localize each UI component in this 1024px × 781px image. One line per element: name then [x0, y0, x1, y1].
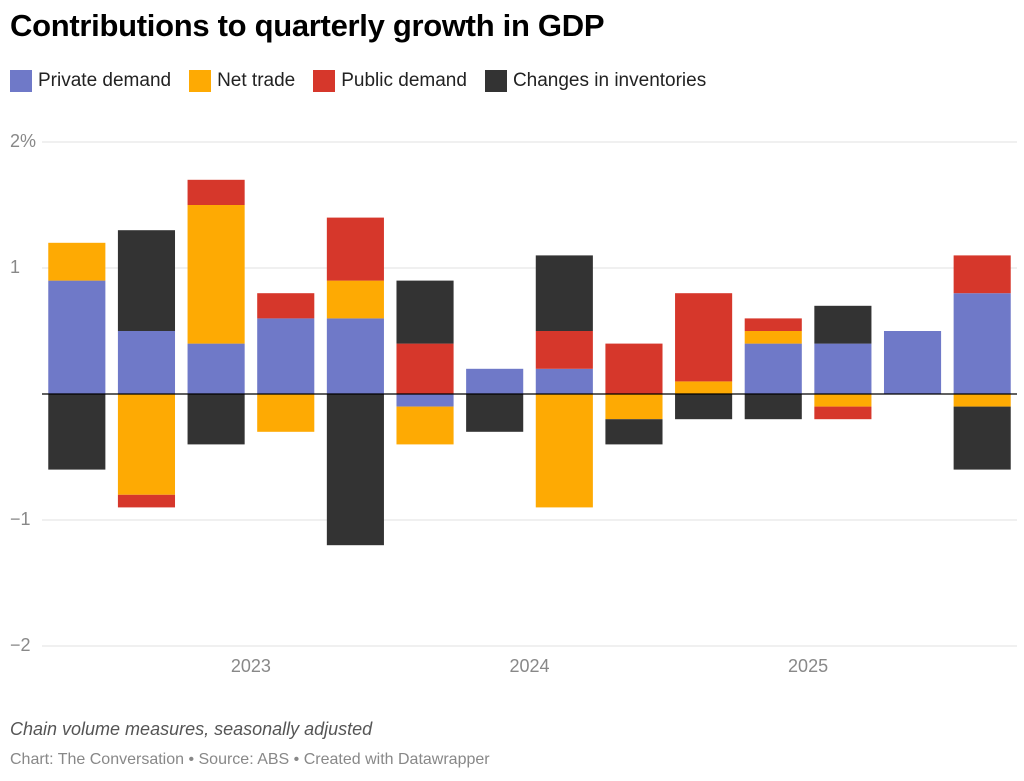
bar-segment: [257, 293, 315, 319]
bar-segment: [187, 343, 245, 394]
bar-segment: [675, 381, 733, 394]
bar-segment: [675, 394, 733, 420]
bar-segment: [466, 394, 524, 432]
bar-segment: [953, 293, 1011, 394]
bar-segment: [48, 394, 106, 470]
chart-source: Chart: The Conversation • Source: ABS • …: [10, 751, 490, 768]
bar-segment: [187, 205, 245, 344]
bar-segment: [187, 394, 245, 445]
legend-swatch: [189, 70, 212, 92]
bar-segment: [326, 318, 384, 394]
x-tick-label: 2025: [788, 656, 828, 676]
legend-item: Changes in inventories: [484, 70, 707, 92]
bar-segment: [814, 394, 872, 407]
legend-label: Net trade: [217, 70, 296, 91]
bar-segment: [535, 331, 593, 369]
bar-segment: [605, 343, 663, 394]
bar-segment: [535, 368, 593, 394]
chart: 2% 1 −1 −2 2023 2024 2025: [10, 131, 1017, 676]
x-tick-label: 2023: [231, 656, 271, 676]
bar-segment: [814, 343, 872, 394]
bar-segment: [744, 331, 802, 344]
y-tick-label: −2: [10, 635, 31, 655]
bar-segment: [535, 394, 593, 508]
bar-segment: [48, 242, 106, 281]
bar-segment: [605, 419, 663, 445]
bar-segment: [675, 293, 733, 382]
legend-swatch: [313, 70, 336, 92]
bar-segment: [326, 280, 384, 319]
bar-segment: [396, 343, 454, 394]
bar-segment: [953, 255, 1011, 294]
y-tick-label: 2%: [10, 131, 36, 151]
bar-segment: [326, 394, 384, 546]
y-tick-label: −1: [10, 509, 31, 529]
legend-label: Changes in inventories: [512, 70, 707, 91]
legend-swatch: [484, 70, 507, 92]
bar-segment: [117, 230, 176, 331]
chart-subtitle: Chain volume measures, seasonally adjust…: [10, 719, 373, 739]
bar-segment: [257, 318, 315, 394]
bar-segment: [744, 394, 802, 420]
bar-segment: [744, 318, 802, 331]
legend-label: Private demand: [38, 70, 172, 91]
legend-item: Net trade: [189, 70, 295, 92]
bar-segment: [396, 280, 454, 344]
bar-segment: [117, 494, 176, 508]
bar-segment: [605, 394, 663, 420]
bar-segment: [117, 394, 176, 495]
bar-segment: [814, 406, 872, 420]
legend-label: Public demand: [341, 70, 467, 91]
bar-segment: [953, 406, 1011, 470]
y-tick-label: 1: [10, 257, 20, 277]
bar-segment: [883, 331, 942, 394]
bar-segment: [466, 368, 524, 394]
legend-item: Public demand: [313, 70, 467, 92]
bar-segment: [326, 217, 384, 281]
bar-segment: [187, 179, 245, 205]
bar-segment: [117, 331, 176, 394]
bar-segment: [814, 305, 872, 344]
bar-segment: [396, 406, 454, 445]
bar-segment: [953, 394, 1011, 407]
bar-segment: [257, 394, 315, 432]
bar-segment: [396, 394, 454, 407]
chart-title: Contributions to quarterly growth in GDP: [10, 8, 605, 43]
bar-segment: [535, 255, 593, 331]
legend-item: Private demand: [10, 70, 171, 92]
bar-segment: [744, 343, 802, 394]
bar-segment: [48, 280, 106, 394]
legend-swatch: [10, 70, 32, 92]
x-tick-label: 2024: [509, 656, 549, 676]
legend: Private demand Net trade Public demand Chan…: [10, 70, 706, 92]
